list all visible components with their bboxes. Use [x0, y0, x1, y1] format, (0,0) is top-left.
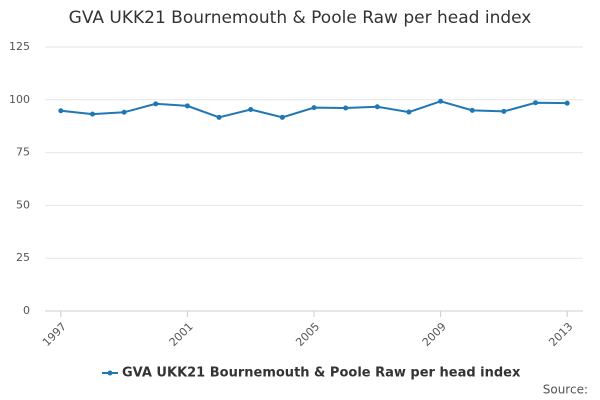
point — [248, 107, 254, 113]
y-tick-label: 50 — [16, 198, 30, 211]
point — [564, 100, 570, 106]
point — [406, 109, 412, 115]
point — [438, 98, 444, 104]
point — [501, 108, 507, 114]
point — [374, 104, 380, 110]
source: Source: — [543, 383, 588, 397]
chart-title: GVA UKK21 Bournemouth & Poole Raw per he… — [69, 8, 532, 28]
point — [469, 107, 475, 113]
y-tick-label: 100 — [9, 93, 30, 106]
point — [311, 105, 317, 111]
legend-label: GVA UKK21 Bournemouth & Poole Raw per he… — [122, 366, 521, 381]
point — [279, 114, 285, 120]
y-tick-label: 25 — [16, 251, 30, 264]
point — [153, 101, 159, 107]
y-tick-label: 125 — [9, 40, 30, 53]
y-tick-label: 0 — [23, 304, 30, 317]
point — [58, 108, 64, 114]
legend-swatch-dot — [107, 370, 113, 376]
point — [343, 105, 349, 111]
point — [121, 109, 127, 115]
y-tick-label: 75 — [16, 146, 30, 159]
point — [184, 103, 190, 109]
point — [216, 114, 222, 120]
point — [533, 100, 539, 106]
point — [89, 111, 95, 117]
